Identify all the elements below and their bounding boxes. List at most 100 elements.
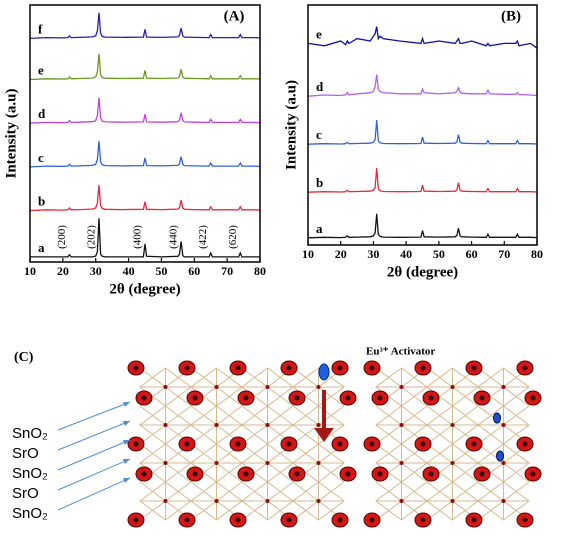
- x-axis-label: 2θ (degree): [109, 281, 180, 297]
- center-atom: [450, 423, 455, 427]
- atom-core: [428, 471, 434, 477]
- atom-core: [184, 517, 190, 523]
- series-label: a: [316, 221, 323, 236]
- atom-core: [141, 471, 147, 477]
- atom-core: [337, 517, 343, 523]
- atom-core: [369, 517, 375, 523]
- atom-core: [192, 471, 198, 477]
- peak-label: (620): [227, 225, 239, 249]
- center-atom: [316, 499, 321, 503]
- series-label: b: [38, 194, 45, 209]
- panel-label: (B): [501, 8, 521, 24]
- x-tick-label: 60: [466, 247, 478, 261]
- x-tick-label: 30: [90, 264, 102, 278]
- lattice-diagram: [57, 360, 542, 528]
- center-atom: [501, 423, 506, 427]
- layer-label: SrO: [12, 485, 39, 502]
- center-atom: [501, 385, 506, 389]
- center-atom: [316, 461, 321, 465]
- center-atom: [265, 423, 270, 427]
- atom-core: [235, 365, 241, 371]
- series-label: c: [316, 127, 322, 142]
- layer-arrow: [57, 458, 131, 491]
- xrd-line: [30, 218, 260, 258]
- atom-core: [522, 365, 528, 371]
- layer-arrow-head: [123, 459, 130, 464]
- x-axis-label: 2θ (degree): [387, 264, 458, 280]
- xrd-line: [307, 168, 538, 193]
- xrd-line: [29, 141, 261, 168]
- center-atom: [450, 499, 455, 503]
- peak-label: (440): [168, 225, 180, 249]
- series-label: d: [38, 106, 46, 121]
- layer-arrow: [57, 420, 131, 451]
- x-tick-label: 80: [254, 264, 266, 278]
- center-atom: [163, 423, 168, 427]
- atom-core: [471, 517, 477, 523]
- arrow-head: [314, 428, 334, 442]
- atom-core: [345, 395, 351, 401]
- atom-core: [294, 471, 300, 477]
- layer-label: SnO₂: [12, 465, 48, 482]
- layer-arrow-head: [123, 440, 130, 445]
- series-label: c: [38, 150, 44, 165]
- x-tick-label: 10: [24, 264, 36, 278]
- atom-core: [530, 395, 536, 401]
- center-atom: [316, 423, 321, 427]
- atom-core: [184, 365, 190, 371]
- series-label: b: [316, 175, 323, 190]
- atom-core: [286, 517, 292, 523]
- layer-arrow: [57, 477, 131, 511]
- atom-core: [184, 441, 190, 447]
- center-atom: [399, 385, 404, 389]
- atom-core: [286, 365, 292, 371]
- x-tick-label: 80: [531, 247, 543, 261]
- panel-label: (A): [224, 8, 245, 24]
- center-atom: [163, 499, 168, 503]
- x-tick-label: 70: [498, 247, 510, 261]
- series-label: f: [38, 21, 43, 36]
- layer-label: SnO₂: [12, 425, 48, 442]
- atom-core: [369, 441, 375, 447]
- layer-arrow-head: [123, 421, 130, 426]
- atom-core: [235, 441, 241, 447]
- peak-label: (422): [197, 225, 209, 249]
- x-tick-label: 40: [400, 247, 412, 261]
- atom-core: [286, 441, 292, 447]
- atom-core: [522, 517, 528, 523]
- xrd-line: [307, 120, 538, 145]
- panel-label: (C): [14, 350, 34, 365]
- layer-arrow-head: [123, 478, 130, 483]
- peak-label: (400): [132, 225, 144, 249]
- atom-core: [141, 395, 147, 401]
- eu-ion: [318, 363, 330, 381]
- atom-core: [479, 471, 485, 477]
- center-atom: [399, 499, 404, 503]
- layer-label: SnO₂: [12, 505, 48, 522]
- layer-arrow-head: [123, 402, 130, 407]
- atom-core: [337, 365, 343, 371]
- xrd-line: [307, 213, 538, 239]
- atom-core: [192, 395, 198, 401]
- atom-core: [133, 365, 139, 371]
- center-atom: [163, 461, 168, 465]
- peak-label: (202): [86, 225, 98, 249]
- center-atom: [265, 461, 270, 465]
- center-atom: [265, 385, 270, 389]
- atom-core: [133, 517, 139, 523]
- atom-core: [530, 471, 536, 477]
- atom-core: [522, 441, 528, 447]
- x-tick-label: 40: [123, 264, 135, 278]
- x-tick-label: 20: [57, 264, 69, 278]
- series-label: e: [316, 26, 322, 41]
- atom-core: [428, 395, 434, 401]
- atom-core: [377, 471, 383, 477]
- atom-core: [471, 365, 477, 371]
- layer-label: SrO: [12, 445, 39, 462]
- xrd-line: [29, 53, 261, 81]
- atom-core: [294, 395, 300, 401]
- peak-label: (200): [56, 225, 68, 249]
- atom-core: [345, 471, 351, 477]
- center-atom: [450, 461, 455, 465]
